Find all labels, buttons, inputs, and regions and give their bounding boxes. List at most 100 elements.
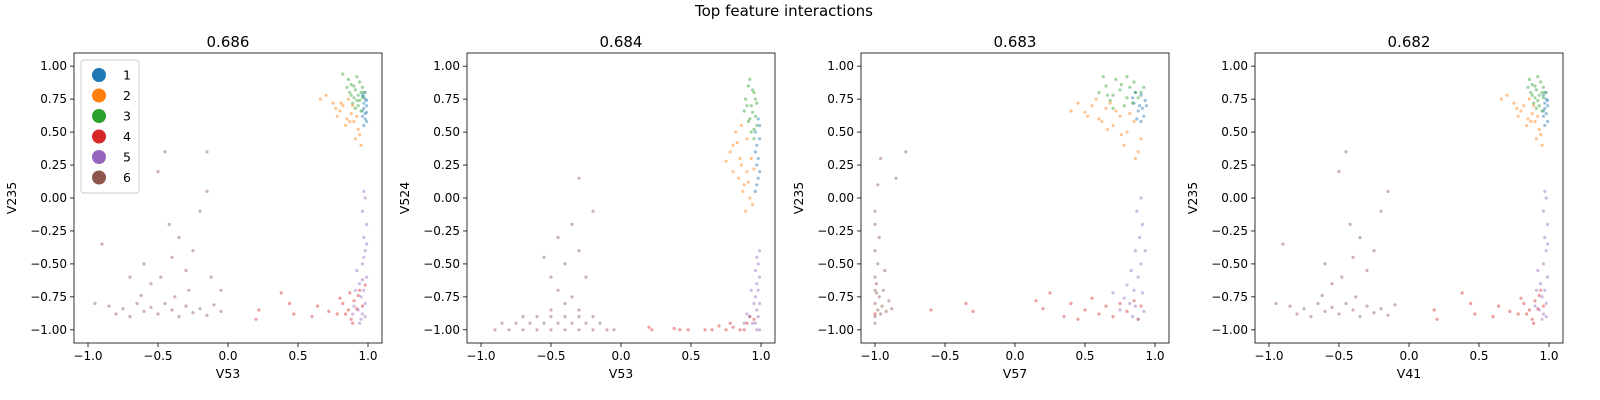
data-point-series-2: [1533, 119, 1537, 124]
panel-3: 0.683 −1.0 −0.5 0.0 0.5 1.0 −1.00 −0.75 −0.50 −0.…: [791, 33, 1170, 381]
data-point-series-5: [756, 262, 760, 266]
data-point-series-4: [310, 315, 314, 319]
data-point-series-1: [755, 143, 759, 147]
panel-title: 0.686: [207, 33, 250, 51]
data-point-series-3: [1534, 106, 1538, 110]
data-point-series-6: [876, 183, 880, 187]
data-point-series-5: [365, 275, 369, 279]
data-point-series-6: [170, 308, 174, 312]
data-point-series-2: [724, 159, 728, 163]
data-point-series-5: [1540, 295, 1544, 299]
data-point-series-5: [751, 321, 755, 325]
data-point-series-5: [351, 312, 355, 316]
data-point-series-4: [346, 308, 350, 312]
data-point-series-6: [149, 305, 153, 309]
data-point-series-6: [1337, 170, 1341, 174]
data-point-series-6: [1379, 307, 1383, 311]
data-point-series-2: [748, 196, 752, 200]
data-point-series-1: [753, 130, 758, 134]
data-point-series-5: [1139, 262, 1143, 266]
data-point-series-2: [1105, 127, 1109, 132]
data-point-series-2: [344, 123, 348, 128]
data-point-series-6: [873, 321, 877, 325]
data-point-series-6: [1323, 309, 1327, 313]
data-point-series-1: [363, 112, 367, 116]
data-point-series-2: [331, 101, 335, 105]
data-point-series-4: [356, 293, 360, 298]
data-point-series-6: [156, 170, 160, 174]
data-point-series-6: [209, 275, 213, 279]
data-point-series-2: [745, 170, 749, 174]
data-point-series-5: [1546, 222, 1550, 226]
data-point-series-6: [514, 321, 518, 325]
data-point-series-5: [749, 288, 753, 292]
data-point-series-2: [1540, 143, 1544, 147]
data-point-series-4: [327, 309, 331, 313]
data-point-series-2: [359, 143, 363, 147]
y-axis-label: V235: [791, 182, 806, 214]
y-tick-label: 0.50: [827, 125, 854, 139]
x-axis-label: V57: [1003, 366, 1027, 381]
data-point-series-4: [363, 283, 367, 287]
y-tick-label: 1.00: [40, 59, 67, 73]
legend-marker-6: [92, 170, 106, 185]
data-point-series-5: [358, 321, 362, 325]
y-tick-label: 0.75: [827, 92, 854, 106]
y-tick-label: −1.00: [30, 323, 67, 337]
data-point-series-2: [1532, 104, 1536, 108]
data-point-series-5: [1534, 288, 1538, 292]
data-point-series-3: [1128, 85, 1132, 89]
data-point-series-4: [292, 312, 296, 316]
x-tick-label: −0.5: [536, 349, 565, 363]
data-point-series-4: [873, 312, 877, 316]
data-point-series-2: [1111, 123, 1115, 128]
y-tick-label: −0.75: [30, 290, 67, 304]
data-point-series-6: [1316, 301, 1320, 306]
data-point-series-3: [359, 109, 363, 113]
y-tick-label: −0.25: [30, 224, 67, 238]
x-tick-label: 1.0: [1145, 349, 1164, 363]
data-point-series-4: [355, 307, 359, 311]
data-point-series-1: [753, 189, 758, 193]
data-point-series-6: [93, 301, 97, 306]
data-point-series-4: [1460, 291, 1464, 295]
data-point-series-5: [363, 301, 367, 306]
y-tick-label: 0.00: [40, 191, 67, 205]
data-point-series-5: [1546, 242, 1550, 246]
data-point-series-3: [1131, 101, 1135, 105]
y-tick-label: 1.00: [433, 59, 460, 73]
data-point-series-5: [755, 255, 759, 259]
data-point-series-4: [351, 321, 355, 325]
data-point-series-6: [881, 288, 886, 292]
data-point-series-5: [363, 196, 367, 200]
data-point-series-4: [731, 325, 735, 329]
data-point-series-1: [1544, 112, 1548, 116]
data-point-series-2: [744, 209, 748, 213]
data-point-series-6: [173, 295, 177, 299]
data-point-series-4: [703, 328, 707, 332]
x-axis-label: V53: [216, 366, 240, 381]
data-point-series-3: [751, 88, 755, 92]
data-point-series-3: [752, 127, 756, 132]
data-point-series-2: [1128, 112, 1132, 116]
data-point-series-6: [570, 295, 574, 299]
y-tick-label: −0.75: [423, 290, 460, 304]
panel-4: 0.682 −1.0 −0.5 0.0 0.5 1.0 −1.00 −0.75 −0.50 −0.…: [1185, 33, 1564, 381]
data-point-series-6: [591, 328, 595, 332]
data-point-series-6: [591, 209, 595, 213]
data-point-series-6: [904, 150, 908, 154]
data-point-series-6: [1337, 312, 1341, 316]
data-point-series-4: [686, 328, 690, 332]
data-point-series-5: [1111, 291, 1115, 295]
data-point-series-1: [1541, 114, 1545, 118]
data-point-series-6: [107, 304, 111, 308]
data-point-series-4: [1508, 309, 1512, 313]
data-point-series-5: [752, 301, 756, 306]
data-point-series-3: [1132, 80, 1136, 84]
x-tick-label: −0.5: [1324, 349, 1353, 363]
data-point-series-2: [1526, 117, 1530, 121]
data-point-series-4: [1048, 291, 1052, 295]
data-point-series-1: [1544, 97, 1548, 101]
data-point-series-2: [1516, 114, 1520, 118]
